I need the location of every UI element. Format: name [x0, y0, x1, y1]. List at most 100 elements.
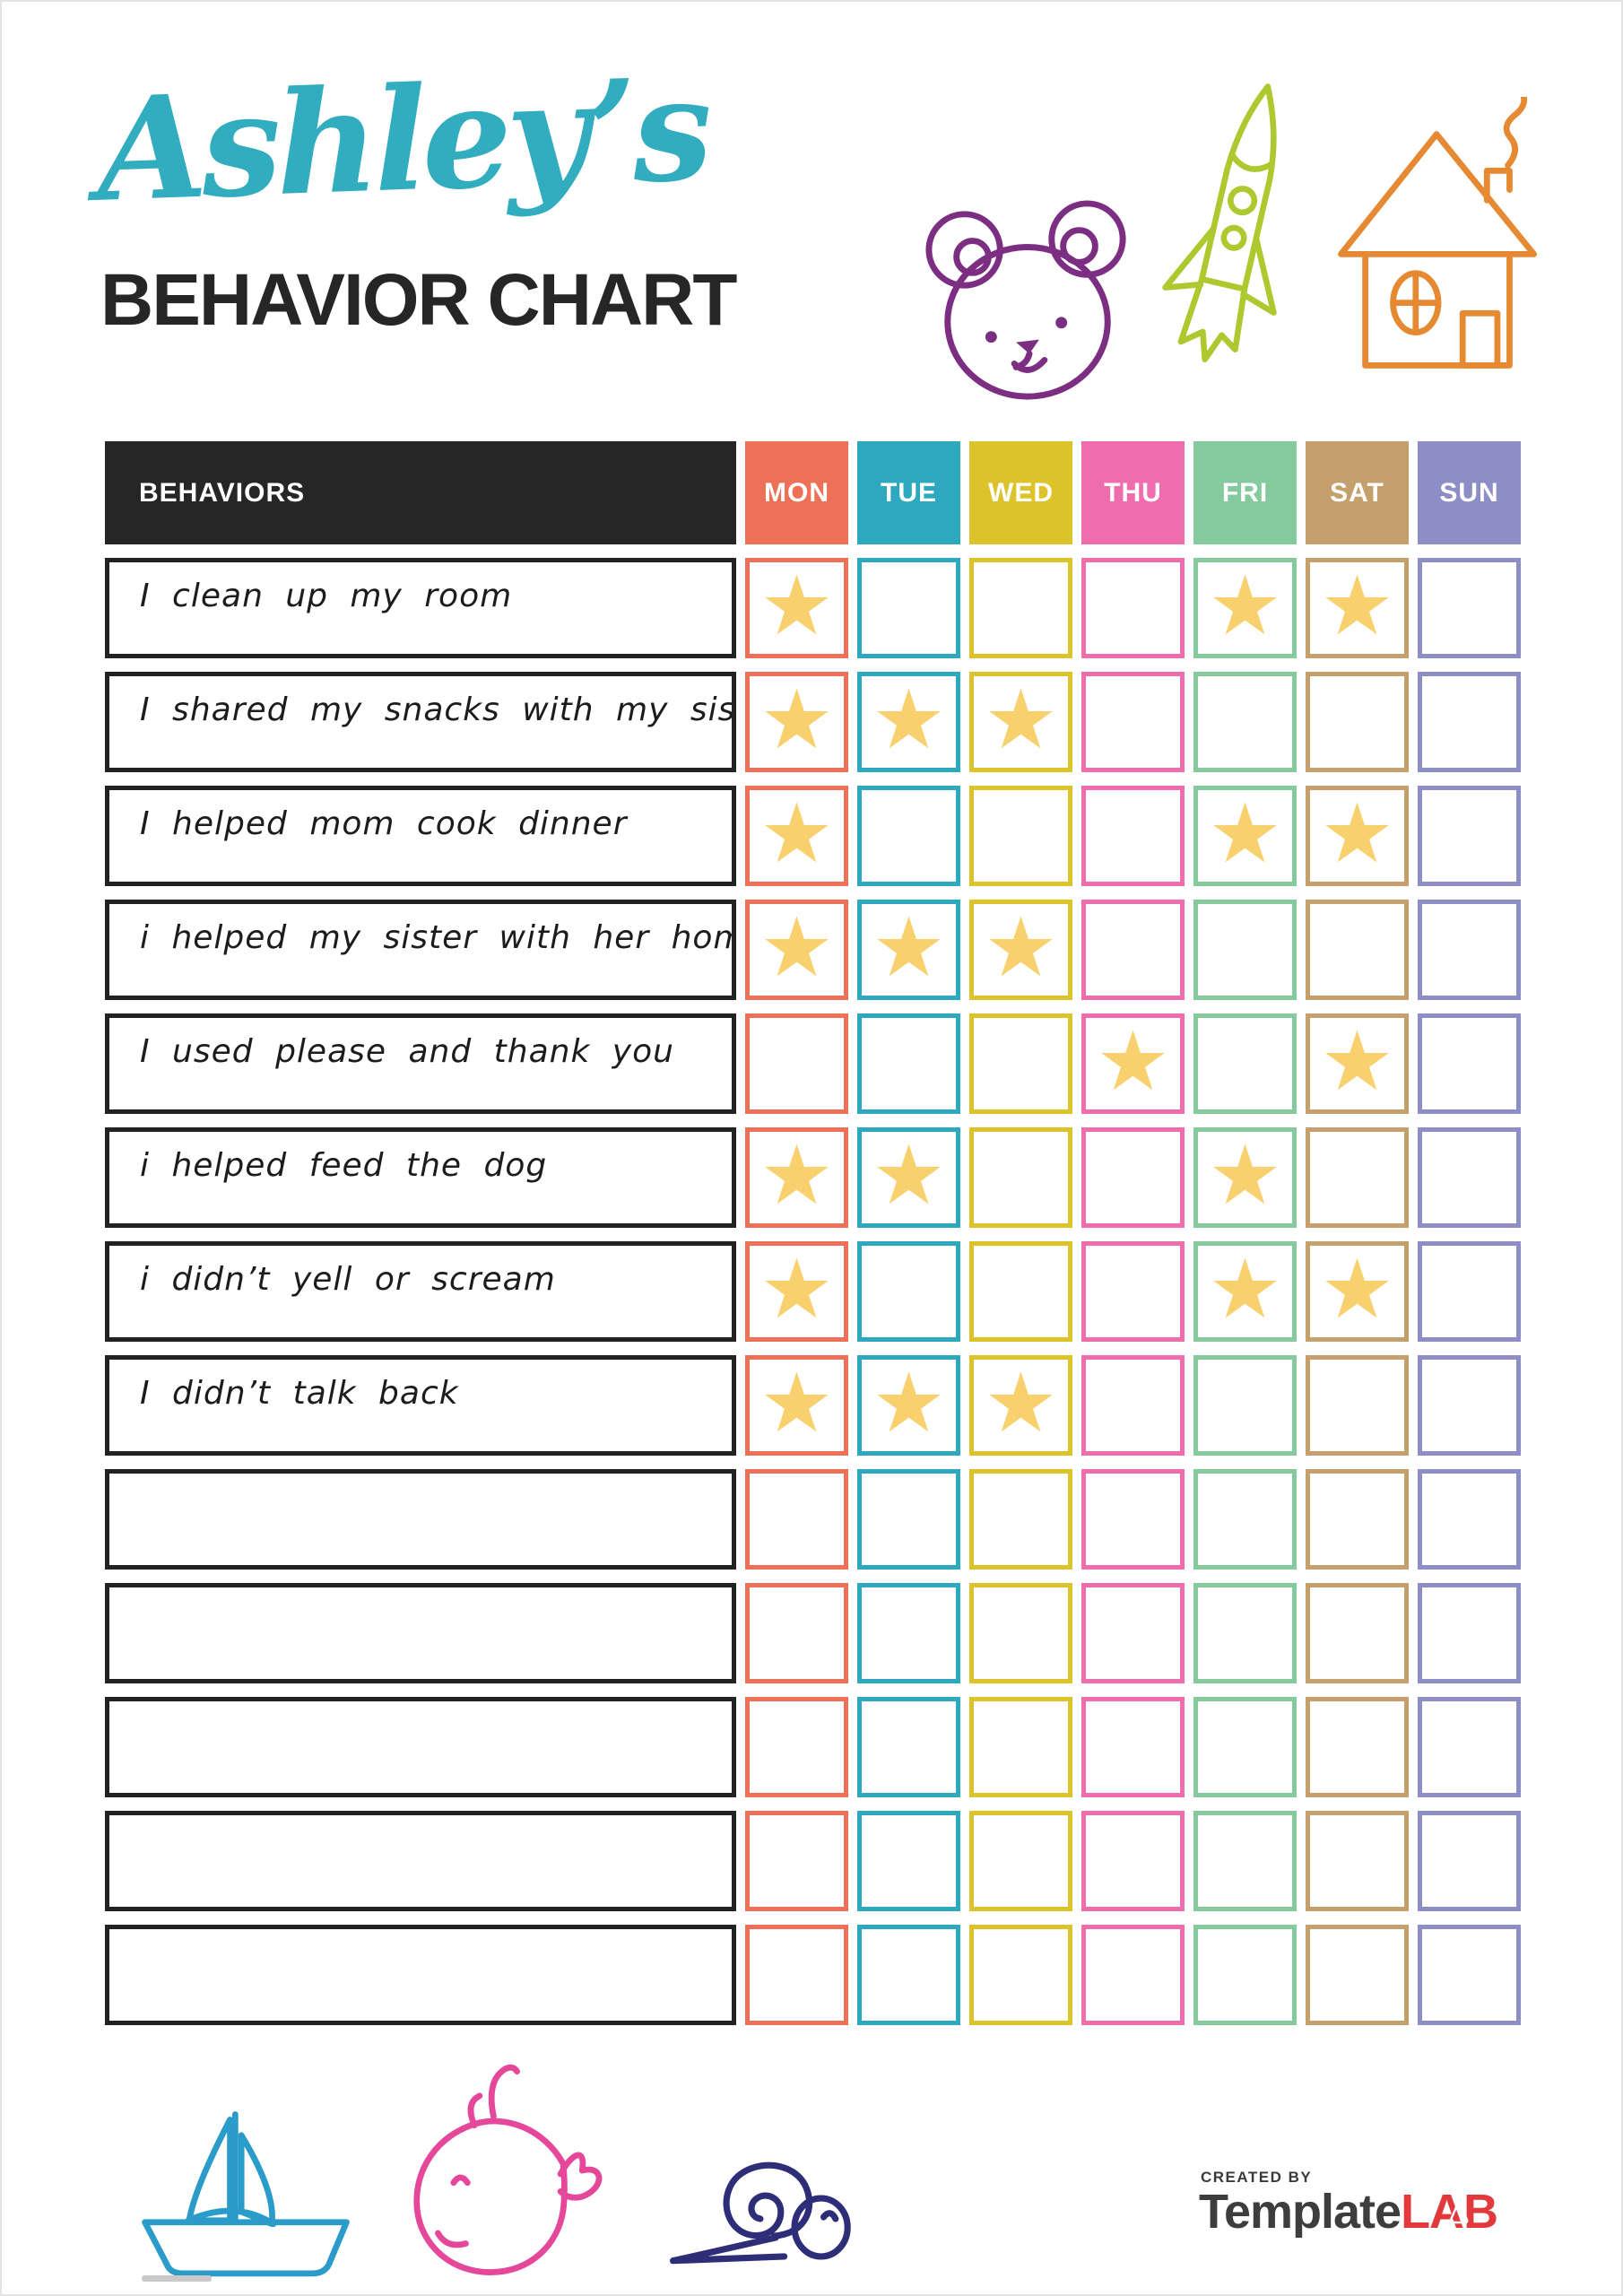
- day-cell-mon: [745, 1583, 848, 1683]
- star-icon: ★: [759, 561, 834, 652]
- templatelab-logo: CREATED BY TemplateLAB: [1199, 2169, 1531, 2238]
- day-cell-sun: [1418, 1241, 1521, 1342]
- day-cell-mon: ★: [745, 900, 848, 1000]
- day-cell-mon: ★: [745, 786, 848, 886]
- day-cell-sun: [1418, 1697, 1521, 1797]
- brand-template-text: Template: [1199, 2185, 1402, 2239]
- star-icon: ★: [872, 902, 946, 994]
- day-cell-tue: ★: [857, 900, 960, 1000]
- day-cell-wed: [969, 558, 1072, 658]
- house-icon: [1325, 97, 1551, 377]
- day-cell-wed: [969, 1583, 1072, 1683]
- day-header-sat: SAT: [1306, 441, 1409, 544]
- day-cell-tue: ★: [857, 1127, 960, 1228]
- behavior-label-cell: [105, 1583, 736, 1683]
- day-cell-thu: [1081, 1697, 1185, 1797]
- day-cell-mon: ★: [745, 558, 848, 658]
- day-cell-sat: [1306, 1583, 1409, 1683]
- sailboat-icon: [133, 2088, 359, 2283]
- day-cell-sat: [1306, 900, 1409, 1000]
- day-cell-tue: [857, 1697, 960, 1797]
- day-cell-wed: [969, 1469, 1072, 1570]
- day-cell-mon: [745, 1697, 848, 1797]
- day-cell-wed: [969, 1925, 1072, 2025]
- flask-icon: [1449, 2198, 1469, 2224]
- star-icon: ★: [759, 902, 834, 994]
- behavior-label-cell: i helped my sister with her homework: [105, 900, 736, 1000]
- day-cell-tue: [857, 1811, 960, 1911]
- day-cell-sat: ★: [1306, 1013, 1409, 1114]
- behavior-label-cell: i didn’t yell or scream: [105, 1241, 736, 1342]
- day-cell-sun: [1418, 900, 1521, 1000]
- day-cell-tue: [857, 1469, 960, 1570]
- star-icon: ★: [1208, 1130, 1282, 1222]
- star-icon: ★: [1208, 561, 1282, 652]
- day-cell-sat: [1306, 1127, 1409, 1228]
- brand-name: TemplateLAB: [1199, 2187, 1531, 2238]
- day-cell-wed: ★: [969, 1355, 1072, 1456]
- day-cell-sun: [1418, 1355, 1521, 1456]
- day-cell-mon: ★: [745, 1127, 848, 1228]
- day-cell-wed: [969, 1013, 1072, 1114]
- day-header-fri: FRI: [1193, 441, 1297, 544]
- day-cell-thu: [1081, 1925, 1185, 2025]
- day-cell-sun: [1418, 786, 1521, 886]
- day-cell-thu: [1081, 1127, 1185, 1228]
- whale-icon: [393, 2061, 619, 2287]
- day-cell-tue: [857, 558, 960, 658]
- behavior-label-cell: I clean up my room: [105, 558, 736, 658]
- day-cell-fri: [1193, 1013, 1297, 1114]
- day-cell-wed: [969, 1241, 1072, 1342]
- day-cell-sat: [1306, 1811, 1409, 1911]
- star-icon: ★: [759, 788, 834, 880]
- behavior-chart-table: BEHAVIORS MON TUE WED THU FRI SAT SUN I clean u…: [105, 441, 1521, 2025]
- day-cell-fri: ★: [1193, 558, 1297, 658]
- day-cell-fri: [1193, 1583, 1297, 1683]
- day-cell-fri: [1193, 1925, 1297, 2025]
- star-icon: ★: [1320, 1244, 1394, 1335]
- bear-icon: [922, 190, 1135, 413]
- day-cell-thu: [1081, 1583, 1185, 1683]
- day-cell-tue: ★: [857, 672, 960, 772]
- behavior-label-cell: [105, 1925, 736, 2025]
- day-cell-fri: [1193, 1811, 1297, 1911]
- day-cell-fri: [1193, 1469, 1297, 1570]
- day-cell-fri: [1193, 1697, 1297, 1797]
- day-cell-sun: [1418, 1127, 1521, 1228]
- page-title: BEHAVIOR CHART: [100, 259, 737, 341]
- star-icon: ★: [1208, 1244, 1282, 1335]
- day-cell-thu: [1081, 786, 1185, 886]
- day-cell-wed: [969, 786, 1072, 886]
- behaviors-column-header: BEHAVIORS: [105, 441, 736, 544]
- day-cell-tue: [857, 786, 960, 886]
- day-cell-fri: ★: [1193, 786, 1297, 886]
- day-cell-sat: [1306, 1925, 1409, 2025]
- rocket-icon: [1141, 74, 1325, 402]
- star-icon: ★: [872, 674, 946, 766]
- child-name-script-title: Ashley’s: [93, 47, 710, 234]
- star-icon: ★: [984, 674, 1058, 766]
- day-cell-mon: ★: [745, 1241, 848, 1342]
- star-icon: ★: [1096, 1016, 1170, 1108]
- star-icon: ★: [759, 1244, 834, 1335]
- day-cell-tue: ★: [857, 1355, 960, 1456]
- behavior-label-cell: I shared my snacks with my sister: [105, 672, 736, 772]
- day-cell-sun: [1418, 1469, 1521, 1570]
- day-header-mon: MON: [745, 441, 848, 544]
- day-cell-mon: [745, 1925, 848, 2025]
- day-cell-sun: [1418, 672, 1521, 772]
- star-icon: ★: [759, 674, 834, 766]
- behavior-label-cell: [105, 1697, 736, 1797]
- day-cell-sat: [1306, 1697, 1409, 1797]
- star-icon: ★: [984, 902, 1058, 994]
- star-icon: ★: [759, 1130, 834, 1222]
- day-cell-fri: ★: [1193, 1127, 1297, 1228]
- day-cell-sat: ★: [1306, 786, 1409, 886]
- day-cell-mon: [745, 1469, 848, 1570]
- star-icon: ★: [1208, 788, 1282, 880]
- snail-icon: [647, 2124, 870, 2274]
- day-cell-tue: [857, 1013, 960, 1114]
- day-cell-thu: [1081, 672, 1185, 772]
- day-cell-mon: ★: [745, 1355, 848, 1456]
- day-cell-tue: [857, 1241, 960, 1342]
